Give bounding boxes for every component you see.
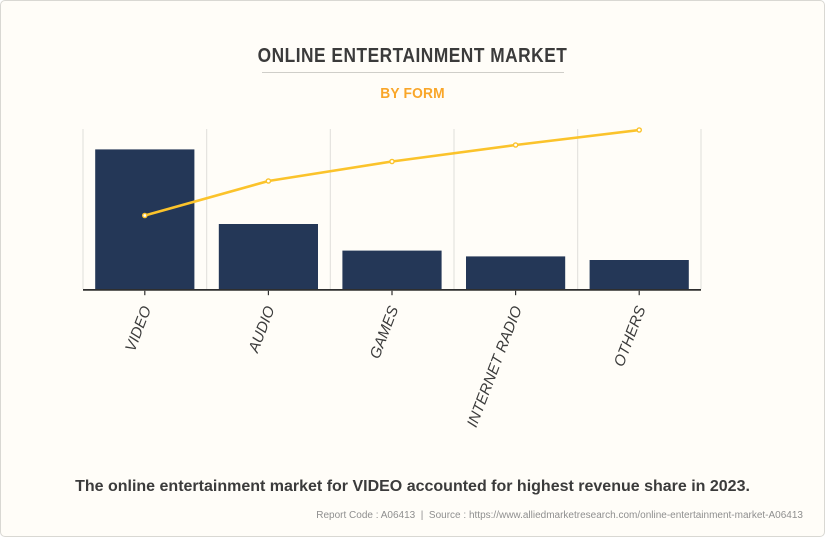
svg-text:OTHERS: OTHERS [611,304,650,369]
svg-text:AUDIO: AUDIO [245,304,279,356]
svg-text:INTERNET RADIO: INTERNET RADIO [464,304,526,430]
svg-text:VIDEO: VIDEO [122,304,155,354]
svg-text:GAMES: GAMES [367,304,403,361]
